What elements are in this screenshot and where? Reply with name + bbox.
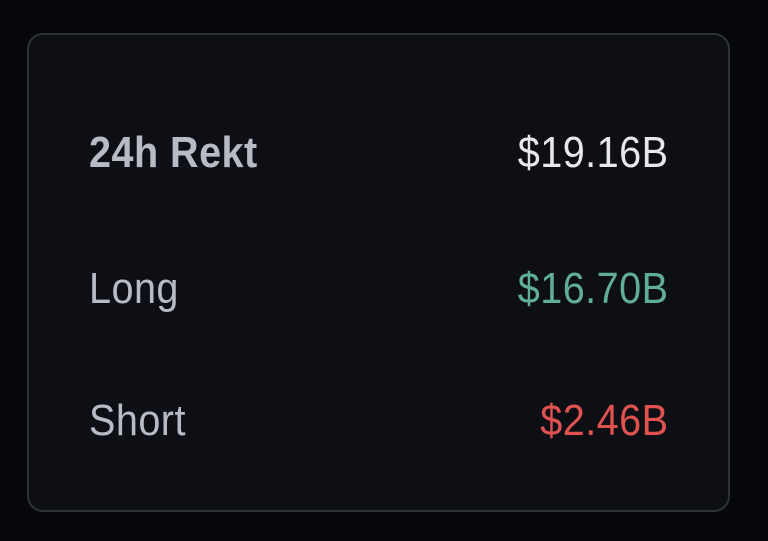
long-label: Long [89,264,179,313]
row-24h-rekt: 24h Rekt $19.16B [89,123,668,183]
row-long: Long $16.70B [89,259,668,319]
liquidation-summary-card: 24h Rekt $19.16B Long $16.70B Short $2.4… [27,33,730,512]
short-value: $2.46B [539,396,668,445]
row-short: Short $2.46B [89,391,668,451]
short-label: Short [89,396,186,445]
long-value: $16.70B [517,264,668,313]
total-rekt-value: $19.16B [517,128,668,177]
total-rekt-label: 24h Rekt [89,128,258,177]
